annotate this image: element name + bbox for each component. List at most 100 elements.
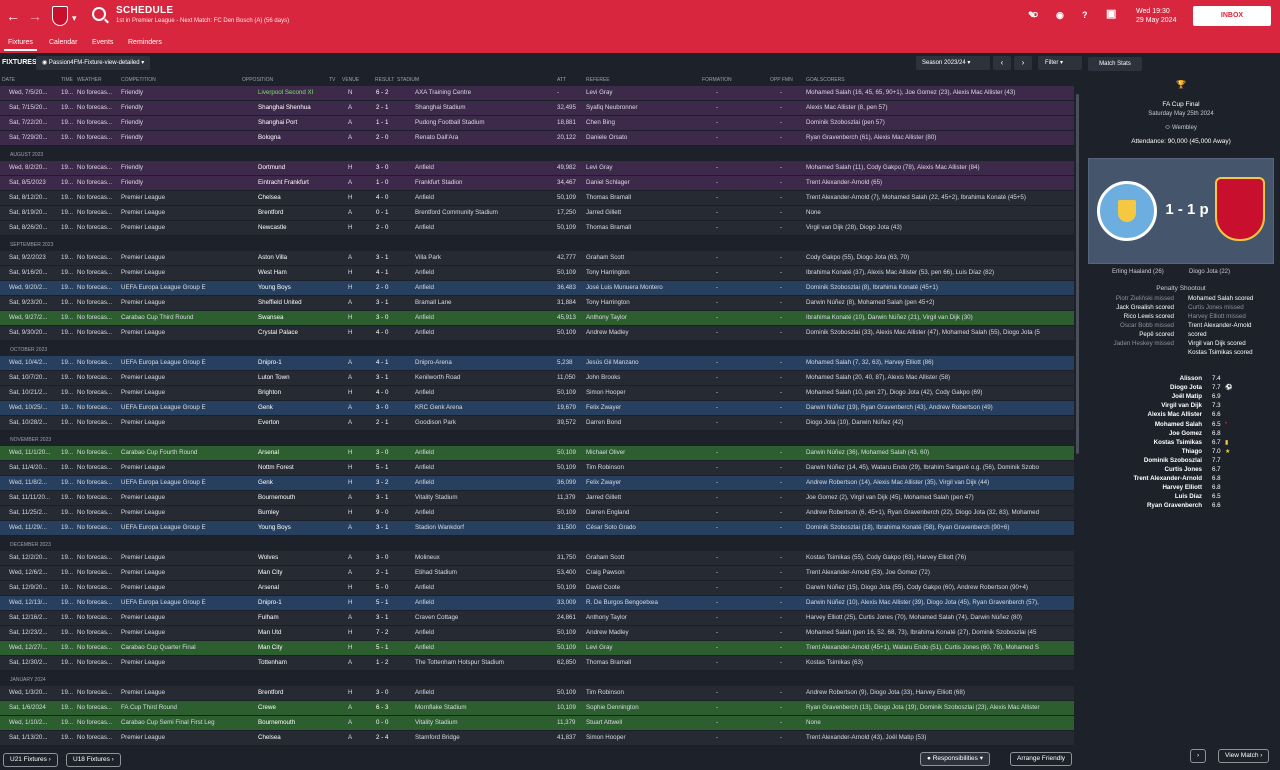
fixture-row[interactable]: Sat, 7/29/20... 19... No forecas... Friendl…	[0, 131, 1074, 146]
fixture-opposition[interactable]: Brentford	[258, 689, 284, 696]
fixture-opposition[interactable]: West Ham	[258, 269, 287, 276]
fixture-row[interactable]: Sat, 11/4/20... 19... No forecas... Premier…	[0, 461, 1074, 476]
fixture-opposition[interactable]: Young Boys	[258, 524, 291, 531]
fixture-opposition[interactable]: Brentford	[258, 209, 284, 216]
prev-season-button[interactable]: ‹	[993, 56, 1011, 70]
player-name[interactable]: Thiago	[1181, 447, 1202, 455]
fixture-opposition[interactable]: Luton Town	[258, 374, 290, 381]
fixture-row[interactable]: Sat, 9/30/20... 19... No forecas... Premier…	[0, 326, 1074, 341]
col-opp-formation[interactable]: OPP FMN	[770, 77, 793, 83]
fixture-opposition[interactable]: Dnipro-1	[258, 359, 282, 366]
fixture-opposition[interactable]: Newcastle	[258, 224, 287, 231]
fixture-opposition[interactable]: Everton	[258, 419, 280, 426]
score-box[interactable]: 1 - 1 p	[1088, 158, 1274, 264]
fixture-opposition[interactable]: Fulham	[258, 614, 279, 621]
fixture-opposition[interactable]: Eintracht Frankfurt	[258, 179, 309, 186]
fixture-row[interactable]: Wed, 12/6/2... 19... No forecas... Premier …	[0, 566, 1074, 581]
fixture-row[interactable]: Wed, 9/20/2... 19... No forecas... UEFA Eur…	[0, 281, 1074, 296]
match-stats-button[interactable]: Match Stats	[1088, 57, 1142, 71]
col-att[interactable]: ATT	[557, 77, 567, 83]
col-venue[interactable]: VENUE	[342, 77, 360, 83]
player-name[interactable]: Dominik Szoboszlai	[1143, 456, 1202, 464]
fixture-opposition[interactable]: Chelsea	[258, 194, 281, 201]
fixture-opposition[interactable]: Man City	[258, 569, 283, 576]
fixture-opposition[interactable]: Brighton	[258, 389, 282, 396]
player-name[interactable]: Joël Matip	[1171, 393, 1202, 401]
fixture-opposition[interactable]: Tottenham	[258, 659, 287, 666]
next-season-button[interactable]: ›	[1014, 56, 1032, 70]
fixture-opposition[interactable]: Young Boys	[258, 284, 291, 291]
manager-badge-icon[interactable]: ▣	[1106, 8, 1117, 20]
liverpool-crest-icon[interactable]	[1215, 177, 1265, 241]
search-icon[interactable]	[92, 7, 106, 21]
fixture-opposition[interactable]: Arsenal	[258, 449, 279, 456]
fixture-row[interactable]: Wed, 10/4/2... 19... No forecas... UEFA Eur…	[0, 356, 1074, 371]
season-select-dropdown[interactable]: Season 2023/24 ▾	[916, 56, 990, 70]
fixture-opposition[interactable]: Chelsea	[258, 734, 281, 741]
u21-fixtures-button[interactable]: U21 Fixtures ›	[3, 753, 58, 767]
fixture-row[interactable]: Sat, 7/15/20... 19... No forecas... Friendl…	[0, 101, 1074, 116]
fixture-opposition[interactable]: Bournemouth	[258, 719, 296, 726]
inbox-button[interactable]: INBOX	[1193, 6, 1271, 26]
help-icon[interactable]: ?	[1082, 10, 1088, 20]
fixture-row[interactable]: Sat, 11/25/2... 19... No forecas... Premier…	[0, 506, 1074, 521]
fixture-row[interactable]: Sat, 1/13/20... 19... No forecas... Premier…	[0, 731, 1074, 746]
fixture-row[interactable]: Wed, 9/27/2... 19... No forecas... Carabao …	[0, 311, 1074, 326]
fixture-opposition[interactable]: Burnley	[258, 509, 279, 516]
u18-fixtures-button[interactable]: U18 Fixtures ›	[66, 753, 121, 767]
col-date[interactable]: DATE	[2, 77, 15, 83]
fixture-row[interactable]: Sat, 1/6/2024 19... No forecas... FA Cup Th…	[0, 701, 1074, 716]
player-name[interactable]: Trent Alexander-Arnold	[1133, 475, 1202, 483]
fixtures-scrollbar[interactable]	[1076, 94, 1079, 454]
fixture-opposition[interactable]: Dnipro-1	[258, 599, 282, 606]
fixture-row[interactable]: Sat, 9/2/2023 19... No forecas... Premier L…	[0, 251, 1074, 266]
filter-button[interactable]: Filter ▾	[1038, 56, 1082, 70]
fixture-row[interactable]: Wed, 1/10/2... 19... No forecas... Carabao …	[0, 716, 1074, 731]
fixture-row[interactable]: Wed, 11/8/2... 19... No forecas... UEFA Eur…	[0, 476, 1074, 491]
fixture-row[interactable]: Sat, 8/5/2023 19... No forecas... Friendly E…	[0, 176, 1074, 191]
player-name[interactable]: Alisson	[1179, 375, 1202, 382]
fixture-row[interactable]: Wed, 1/3/20... 19... No forecas... Premier …	[0, 686, 1074, 701]
fixture-opposition[interactable]: Bologna	[258, 134, 281, 141]
club-crest-logo[interactable]	[52, 6, 68, 26]
edit-icon[interactable]: ✎	[1028, 10, 1036, 20]
tab-events[interactable]: Events	[92, 39, 114, 46]
fixture-opposition[interactable]: Liverpool Second XI	[258, 89, 314, 96]
col-referee[interactable]: REFEREE	[586, 77, 610, 83]
fixture-row[interactable]: Sat, 10/21/2... 19... No forecas... Premier…	[0, 386, 1074, 401]
fixture-row[interactable]: Wed, 11/29/... 19... No forecas... UEFA Eur…	[0, 521, 1074, 536]
col-stadium[interactable]: STADIUM	[397, 77, 420, 83]
fixture-row[interactable]: Sat, 7/22/20... 19... No forecas... Friendl…	[0, 116, 1074, 131]
tab-fixtures[interactable]: Fixtures	[4, 39, 37, 51]
fixture-opposition[interactable]: Man Utd	[258, 629, 282, 636]
col-formation[interactable]: FORMATION	[702, 77, 732, 83]
fixture-row[interactable]: Wed, 12/27/... 19... No forecas... Carabao …	[0, 641, 1074, 656]
fixture-row[interactable]: Wed, 8/2/20... 19... No forecas... Friendly…	[0, 161, 1074, 176]
fixture-opposition[interactable]: Swansea	[258, 314, 284, 321]
fixture-opposition[interactable]: Dortmund	[258, 164, 286, 171]
player-name[interactable]: Mohamed Salah	[1154, 420, 1202, 428]
fixture-row[interactable]: Sat, 10/28/2... 19... No forecas... Premier…	[0, 416, 1074, 431]
fixture-opposition[interactable]: Crewe	[258, 704, 276, 711]
player-name[interactable]: Alexis Mac Allister	[1147, 411, 1202, 419]
col-opposition[interactable]: OPPOSITION	[242, 77, 274, 83]
fixture-row[interactable]: Wed, 10/25/... 19... No forecas... UEFA Eur…	[0, 401, 1074, 416]
col-weather[interactable]: WEATHER	[77, 77, 102, 83]
player-name[interactable]: Kostas Tsimikas	[1153, 438, 1202, 446]
fixture-row[interactable]: Sat, 9/16/20... 19... No forecas... Premier…	[0, 266, 1074, 281]
fixture-opposition[interactable]: Shanghai Port	[258, 119, 298, 126]
fixture-row[interactable]: Wed, 7/5/20... 19... No forecas... Friendly…	[0, 86, 1074, 101]
fixture-opposition[interactable]: Aston Villa	[258, 254, 288, 261]
col-goalscorers[interactable]: GOALSCORERS	[806, 77, 845, 83]
responsibilities-button[interactable]: ● Responsibilities ▾	[920, 752, 990, 766]
fixture-row[interactable]: Sat, 8/19/20... 19... No forecas... Premier…	[0, 206, 1074, 221]
view-select-dropdown[interactable]: ◉ Passion4FM-Fixture-view-detailed ▾	[36, 56, 151, 70]
fixture-opposition[interactable]: Arsenal	[258, 584, 279, 591]
fixture-row[interactable]: Sat, 9/23/20... 19... No forecas... Premier…	[0, 296, 1074, 311]
fixture-row[interactable]: Sat, 12/16/2... 19... No forecas... Premier…	[0, 611, 1074, 626]
fixture-opposition[interactable]: Sheffield United	[258, 299, 302, 306]
col-result[interactable]: RESULT	[375, 77, 395, 83]
tab-calendar[interactable]: Calendar	[49, 39, 78, 46]
fixture-row[interactable]: Sat, 11/11/20... 19... No forecas... Premie…	[0, 491, 1074, 506]
player-name[interactable]: Luis Díaz	[1174, 493, 1202, 501]
